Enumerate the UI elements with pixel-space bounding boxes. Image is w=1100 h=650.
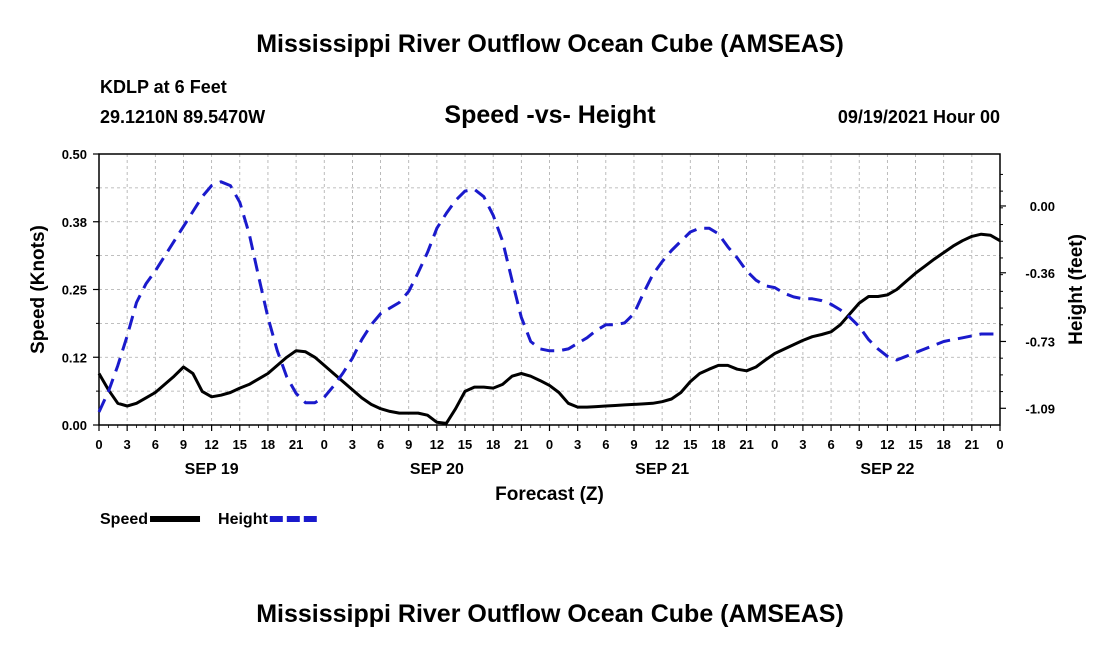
series-line-speed — [97, 232, 1001, 425]
x-tick-label: 6 — [152, 437, 159, 452]
x-tick-label: 18 — [936, 437, 950, 452]
x-tick-label: 15 — [683, 437, 697, 452]
x-tick-label: 15 — [908, 437, 922, 452]
x-tick-label: 6 — [827, 437, 834, 452]
y-tick-label-left: 0.25 — [62, 283, 87, 298]
x-tick-label: 12 — [880, 437, 894, 452]
x-tick-label: 21 — [514, 437, 528, 452]
x-tick-label: 0 — [771, 437, 778, 452]
x-tick-label: 12 — [430, 437, 444, 452]
x-tick-label: 15 — [233, 437, 247, 452]
x-tick-label: 3 — [124, 437, 131, 452]
y-tick-label-left: 0.38 — [62, 215, 87, 230]
station-label: KDLP at 6 Feet — [100, 77, 227, 97]
forecast-datetime: 09/19/2021 Hour 00 — [837, 107, 1000, 127]
y-axis-title-right: Height (feet) — [1066, 234, 1087, 345]
y-axis-title-left: Speed (Knots) — [28, 225, 49, 354]
chart-subtitle: Speed -vs- Height — [444, 101, 656, 129]
y-tick-label-left: 0.00 — [62, 418, 87, 433]
y-tick-label-right: -0.36 — [1025, 266, 1055, 281]
y-tick-label-left: 0.50 — [62, 147, 87, 162]
y-tick-label-right: 0.00 — [1030, 199, 1055, 214]
x-tick-label: 6 — [602, 437, 609, 452]
chart-title-bottom: Mississippi River Outflow Ocean Cube (AM… — [256, 600, 844, 628]
x-tick-label: 0 — [996, 437, 1003, 452]
x-tick-label: 3 — [799, 437, 806, 452]
x-tick-label: 0 — [321, 437, 328, 452]
series-line-height — [97, 180, 1000, 413]
day-label: SEP 22 — [860, 461, 914, 478]
x-axis-title: Forecast (Z) — [495, 484, 604, 505]
coordinates-label: 29.1210N 89.5470W — [100, 107, 266, 127]
x-tick-label: 9 — [630, 437, 637, 452]
x-tick-label: 21 — [289, 437, 303, 452]
x-tick-label: 3 — [349, 437, 356, 452]
day-label: SEP 21 — [635, 461, 689, 478]
x-tick-label: 18 — [486, 437, 500, 452]
x-tick-label: 12 — [204, 437, 218, 452]
day-label: SEP 20 — [410, 461, 464, 478]
y-tick-label-left: 0.12 — [62, 350, 87, 365]
x-tick-label: 15 — [458, 437, 472, 452]
chart-title-top: Mississippi River Outflow Ocean Cube (AM… — [256, 30, 844, 58]
x-tick-label: 18 — [711, 437, 725, 452]
x-tick-label: 9 — [180, 437, 187, 452]
x-tick-label: 0 — [546, 437, 553, 452]
y-tick-label-right: -1.09 — [1025, 401, 1055, 416]
y-tick-label-right: -0.73 — [1025, 334, 1055, 349]
x-tick-label: 0 — [95, 437, 102, 452]
x-tick-label: 21 — [739, 437, 753, 452]
x-tick-label: 21 — [965, 437, 979, 452]
x-tick-label: 12 — [655, 437, 669, 452]
x-tick-label: 6 — [377, 437, 384, 452]
x-tick-label: 3 — [574, 437, 581, 452]
x-tick-label: 18 — [261, 437, 275, 452]
x-tick-label: 9 — [856, 437, 863, 452]
legend-label-height: Height — [218, 511, 268, 528]
legend-label-speed: Speed — [100, 511, 148, 528]
day-label: SEP 19 — [185, 461, 239, 478]
x-tick-label: 9 — [405, 437, 412, 452]
